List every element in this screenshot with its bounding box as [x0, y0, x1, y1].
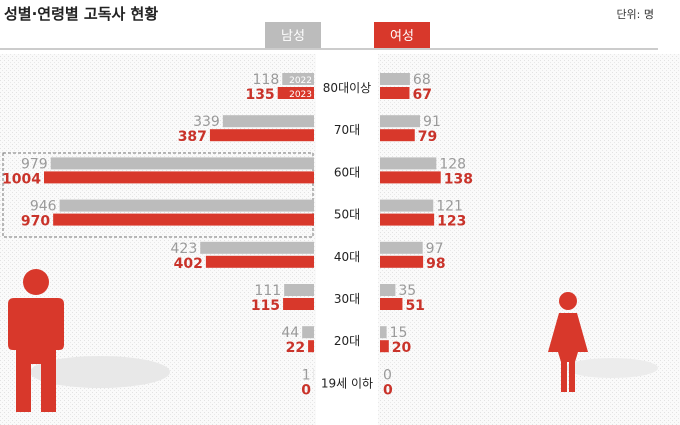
category-label: 40대: [334, 250, 360, 264]
bar-male-2022: [284, 284, 314, 296]
male-figure-icon: [8, 269, 64, 412]
bar-male-2023: [205, 255, 314, 268]
bar-male-2023: [283, 298, 314, 310]
value-label-male-2022: 111: [254, 283, 281, 299]
category-label: 60대: [334, 165, 360, 179]
value-label-female-2023: 0: [383, 382, 393, 398]
value-label-female-2023: 138: [444, 171, 473, 187]
bar-male-2022: [282, 73, 314, 85]
bar-female-2023: [380, 340, 389, 353]
value-label-female-2023: 51: [405, 298, 424, 314]
center-column: [316, 54, 378, 425]
bar-female-2022: [380, 199, 434, 212]
value-label-male-2023: 387: [178, 129, 207, 145]
value-label-female-2022: 97: [426, 241, 444, 257]
value-label-male-2022: 118: [253, 72, 280, 88]
bar-female-2022: [380, 115, 421, 128]
bar-female-2023: [380, 255, 424, 268]
category-label: 80대이상: [323, 81, 371, 95]
category-label: 50대: [334, 208, 360, 222]
highlight-box: [2, 152, 314, 238]
bar-female-2023: [380, 298, 403, 310]
female-floor-shadow: [566, 358, 658, 378]
value-label-male-2023: 0: [301, 382, 311, 398]
legend-female-tab: [374, 22, 430, 48]
category-label: 19세 이하: [321, 376, 373, 390]
unit-label: 단위: 명: [616, 8, 654, 21]
bar-male-2023: [44, 171, 314, 184]
value-label-male-2022: 423: [171, 241, 198, 257]
bar-male-2023: [277, 87, 314, 99]
value-label-male-2022: 946: [30, 199, 57, 215]
bar-male-2022: [302, 326, 314, 339]
value-label-female-2023: 20: [392, 340, 412, 356]
value-label-male-2022: 979: [21, 156, 48, 172]
value-label-male-2023: 1004: [2, 171, 41, 187]
value-label-female-2022: 121: [436, 199, 463, 215]
value-label-female-2023: 123: [437, 214, 466, 230]
value-label-male-2023: 402: [174, 256, 203, 272]
value-label-female-2023: 67: [412, 87, 431, 103]
value-label-female-2022: 15: [390, 325, 408, 341]
legend-male-label: 남성: [281, 29, 305, 44]
value-label-female-2022: 68: [413, 72, 431, 88]
bar-male-2022: [59, 199, 314, 212]
value-label-female-2023: 98: [426, 256, 445, 272]
category-label: 20대: [334, 334, 360, 348]
category-label: 70대: [334, 123, 360, 137]
value-label-female-2022: 0: [383, 367, 392, 383]
bar-female-2022: [380, 241, 423, 254]
bar-male-2022: [222, 115, 314, 128]
bar-male-2022: [200, 241, 314, 254]
year-label-2022: 2022: [289, 76, 312, 86]
bar-male-2023: [209, 129, 314, 142]
year-label-2023: 2023: [289, 90, 312, 100]
value-label-male-2023: 135: [245, 87, 274, 103]
value-label-female-2023: 79: [418, 129, 437, 145]
bar-female-2023: [380, 171, 441, 184]
chart-marks: 80대이상20222023118135686770대339387917960대9…: [2, 72, 473, 398]
female-figure-icon: [548, 292, 588, 392]
bar-male-2023: [53, 213, 314, 226]
legend-female-label: 여성: [390, 29, 414, 44]
bar-female-2023: [380, 129, 415, 142]
male-floor-shadow: [30, 356, 170, 388]
value-label-female-2022: 128: [439, 156, 466, 172]
chart-title: 성별·연령별 고독사 현황: [4, 5, 158, 23]
value-label-male-2023: 22: [286, 340, 305, 356]
bar-female-2022: [380, 326, 387, 339]
category-label: 30대: [334, 292, 360, 306]
bar-female-2023: [380, 213, 435, 226]
legend-male-tab: [265, 22, 321, 48]
value-label-male-2022: 44: [281, 325, 299, 341]
value-label-male-2022: 339: [193, 114, 220, 130]
bar-female-2023: [380, 87, 410, 99]
bar-male-2022: [50, 157, 314, 170]
value-label-male-2023: 970: [21, 214, 50, 230]
value-label-female-2022: 35: [398, 283, 416, 299]
bar-female-2022: [380, 284, 396, 296]
value-label-male-2023: 115: [251, 298, 280, 314]
value-label-female-2022: 91: [423, 114, 441, 130]
bar-female-2022: [380, 73, 410, 85]
bar-male-2023: [308, 340, 314, 353]
value-label-male-2022: 1: [302, 367, 311, 383]
bar-female-2022: [380, 157, 437, 170]
